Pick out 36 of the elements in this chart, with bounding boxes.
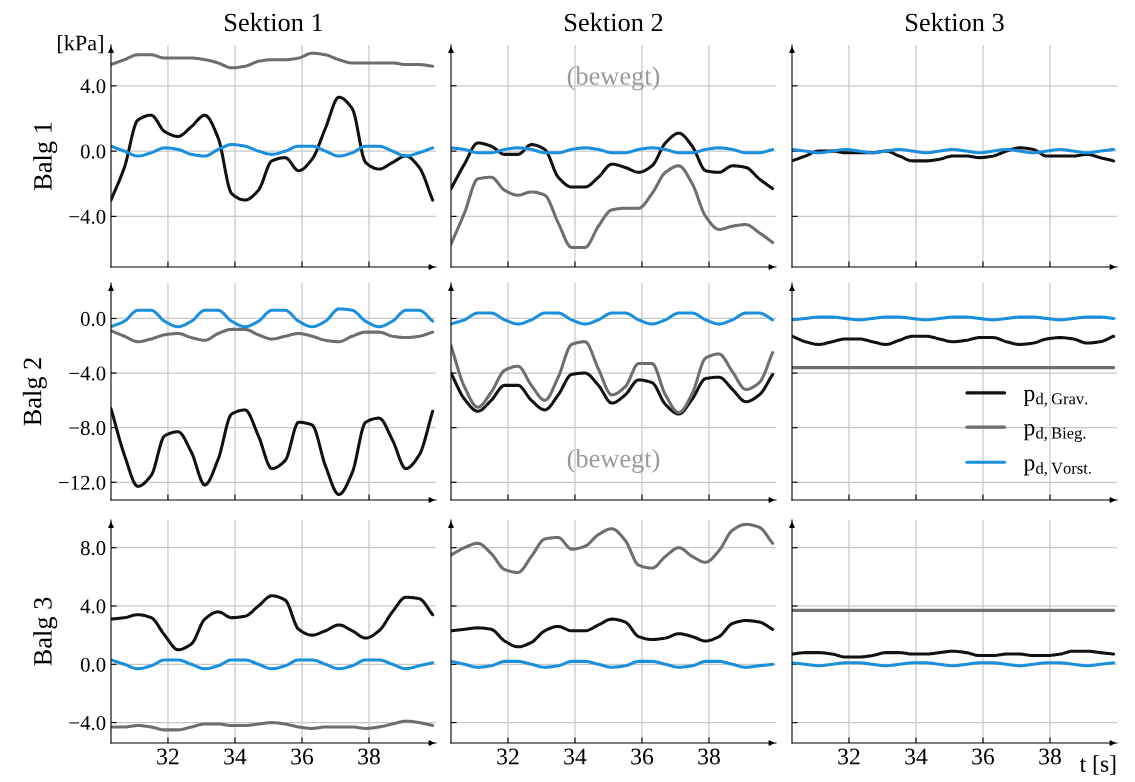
y-axis-title: Balg 3 [33,597,58,666]
x-tick-label: 38 [1039,748,1061,765]
x-tick-label: 38 [358,748,380,765]
y-tick-label: 0.0 [80,657,106,672]
chart-title: Sektion 3 [906,12,1004,32]
legend-label: p$_{d,Vorst.}$ [1023,459,1091,477]
x-tick-label: 34 [905,748,928,765]
x-tick-label: 32 [497,748,519,765]
y-tick-label: −4.0 [69,715,106,731]
y-tick-label: −8.0 [69,421,106,436]
y-tick-label: 4.0 [80,599,106,614]
x-axis-title: t [s] [1079,755,1116,775]
x-tick-label: 32 [838,748,860,765]
y-tick-label: 0.0 [80,311,106,327]
x-tick-label: 34 [224,748,247,765]
x-tick-label: 36 [291,748,314,765]
y-tick-label: 8.0 [80,541,106,556]
x-tick-label: 36 [972,748,995,765]
legend-label: p$_{d,Grav.}$ [1023,389,1088,407]
annotation: (bewegt) [567,448,660,473]
text: [kPa] [58,34,103,54]
x-tick-label: 34 [564,748,587,765]
annotation: (bewegt) [567,66,660,91]
x-tick-label: 38 [698,748,720,765]
y-tick-label: −12.0 [58,475,106,490]
chart-title: Sektion 2 [565,12,663,32]
x-tick-label: 32 [157,748,179,765]
y-tick-label: −4.0 [69,209,106,224]
y-tick-label: 0.0 [80,144,106,159]
y-axis-title: Balg 2 [22,358,47,426]
x-tick-label: 36 [631,748,654,765]
y-tick-label: −4.0 [69,366,106,381]
legend-label: p$_{d,Bieg.}$ [1023,424,1086,443]
y-tick-label: 4.0 [80,79,106,94]
y-axis-title: Balg 1 [33,122,58,191]
chart-title: Sektion 1 [225,12,323,32]
